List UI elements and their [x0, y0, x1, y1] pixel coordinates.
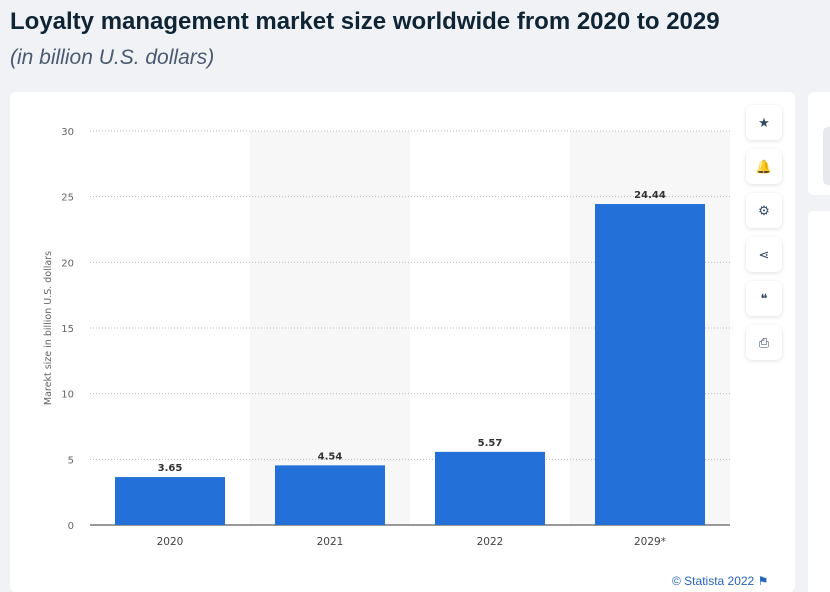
- print-icon: ⎙: [758, 334, 770, 350]
- data-label: 5.57: [478, 438, 503, 449]
- y-axis-label: Marekt size in billion U.S. dollars: [43, 251, 54, 405]
- share-button[interactable]: ⋖: [746, 237, 782, 272]
- bar: [275, 465, 385, 525]
- y-tick-label: 30: [61, 127, 74, 138]
- bar: [595, 204, 705, 525]
- y-tick-label: 25: [61, 193, 74, 204]
- star-icon: ★: [758, 114, 770, 130]
- y-tick-label: 0: [68, 521, 74, 532]
- x-tick-label: 2021: [317, 536, 344, 548]
- credit-text[interactable]: © Statista 2022: [672, 574, 755, 588]
- share-icon: ⋖: [758, 246, 770, 262]
- bell-button[interactable]: 🔔: [746, 149, 782, 184]
- gear-button[interactable]: ⚙: [746, 193, 782, 228]
- quote-icon: ❝: [760, 290, 768, 306]
- data-label: 4.54: [318, 451, 343, 462]
- x-tick-label: 2022: [477, 536, 504, 548]
- x-tick-label: 2020: [157, 536, 184, 548]
- data-label: 24.44: [634, 190, 666, 201]
- side-card: [808, 92, 830, 195]
- quote-button[interactable]: ❝: [746, 281, 782, 316]
- bar: [115, 477, 225, 525]
- star-button[interactable]: ★: [746, 105, 782, 140]
- x-tick-label: 2029*: [634, 536, 666, 548]
- y-tick-label: 15: [61, 324, 74, 335]
- page-title: Loyalty management market size worldwide…: [10, 8, 720, 35]
- page-subtitle: (in billion U.S. dollars): [10, 46, 215, 69]
- y-tick-label: 20: [61, 258, 74, 269]
- flag-icon[interactable]: ⚑: [757, 574, 769, 588]
- side-card: [808, 211, 830, 592]
- gear-icon: ⚙: [758, 202, 770, 218]
- bar: [435, 451, 545, 525]
- bell-icon: 🔔: [755, 158, 773, 174]
- y-tick-label: 10: [61, 390, 74, 401]
- statista-credit[interactable]: © Statista 2022 ⚑: [672, 574, 768, 588]
- data-label: 3.65: [158, 463, 183, 474]
- print-button[interactable]: ⎙: [746, 325, 782, 360]
- y-tick-label: 5: [68, 455, 74, 466]
